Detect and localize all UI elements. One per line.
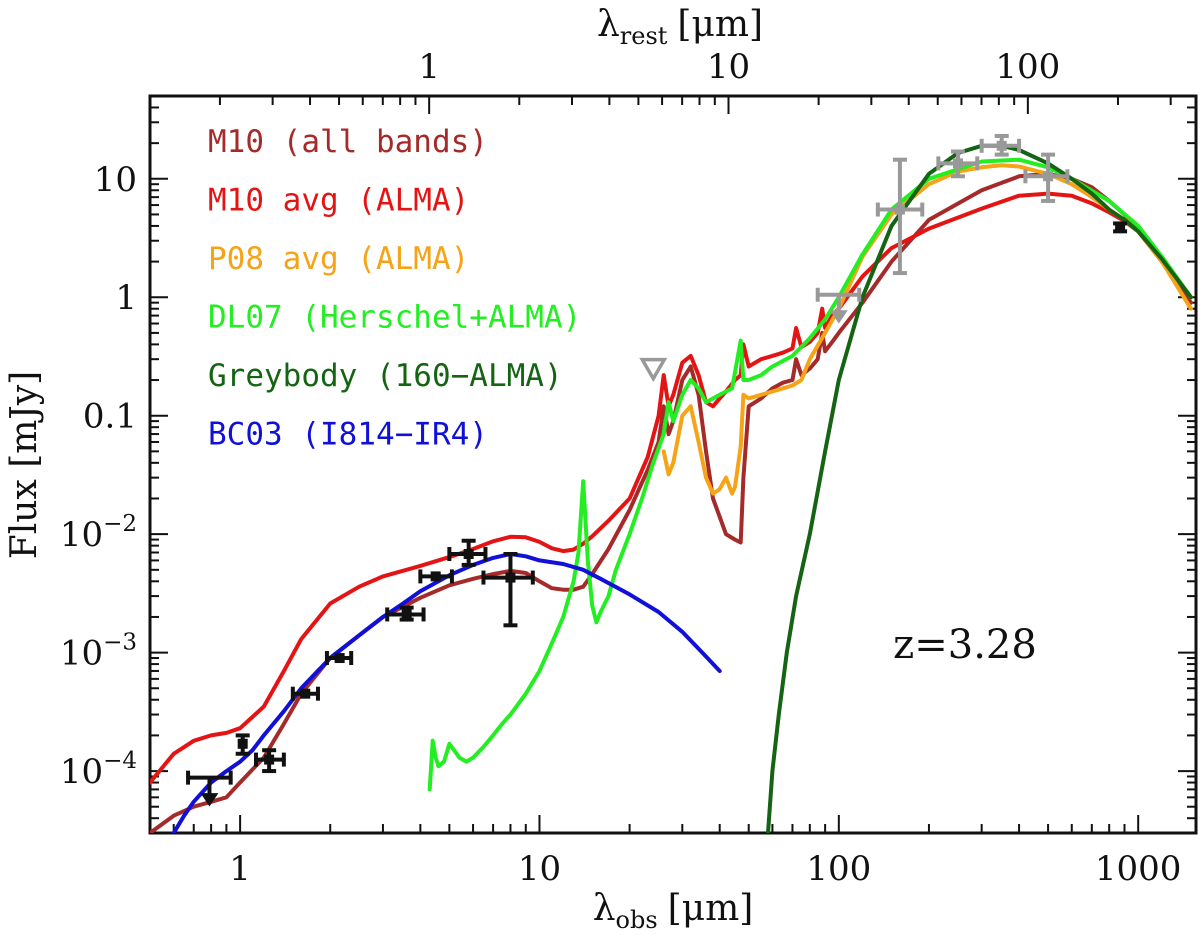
x-axis-title-unit: [μm]	[668, 888, 754, 929]
plot-frame	[148, 94, 1198, 835]
series-line	[766, 143, 1193, 833]
photometry-point	[1023, 152, 1070, 203]
y-tick-label: 10−4	[60, 748, 137, 792]
axis-ticks	[149, 95, 1196, 834]
y-tick-label: 1	[115, 278, 137, 318]
legend-label: DL07 (Herschel+ALMA)	[208, 300, 581, 336]
x2-axis-title: λrest [μm]	[597, 4, 763, 50]
series-line	[171, 552, 722, 833]
legend-label: M10 avg (ALMA)	[208, 183, 469, 219]
photometry-point	[324, 651, 354, 666]
photometry-point	[186, 770, 233, 807]
x-tick-label: 1	[229, 849, 251, 889]
x-tick-label: 100	[806, 849, 871, 889]
y-tick-label: 10	[94, 160, 137, 200]
series-line	[427, 157, 1193, 792]
x2-axis-title-sub: rest	[620, 22, 668, 50]
x-tick-label: 10	[518, 849, 561, 889]
photometry-point	[385, 605, 426, 622]
y-tick-label: 10−3	[60, 630, 137, 674]
legend-label: P08 avg (ALMA)	[208, 241, 469, 277]
photometry-point	[447, 538, 488, 567]
x2-tick-label: 100	[995, 47, 1060, 87]
photometry-point	[979, 133, 1022, 157]
redshift-annotation: z=3.28	[893, 622, 1037, 668]
photometry-point	[1113, 221, 1128, 234]
x-axis-title: λobs [μm]	[593, 888, 754, 934]
x2-axis-title-unit: [μm]	[677, 4, 763, 45]
photometry-point	[254, 748, 286, 774]
legend: M10 (all bands) M10 avg (ALMA) P08 avg (AL…	[208, 124, 581, 453]
series-line	[150, 191, 1193, 785]
photometry-points	[186, 133, 1128, 807]
photometry-point	[875, 157, 925, 276]
axis-tick-labels: 1 10 100 1000 1 10 100 10−4 10−3 10−2 0.1 1 10	[60, 47, 1182, 889]
photometry-point	[639, 357, 668, 383]
legend-label: M10 (all bands)	[208, 124, 488, 160]
legend-label: Greybody (160−ALMA)	[208, 358, 563, 394]
x2-tick-label: 10	[707, 47, 750, 87]
legend-label: BC03 (I814−IR4)	[208, 417, 488, 453]
photometry-point	[815, 287, 862, 324]
photometry-point	[290, 686, 320, 701]
y-tick-label: 10−2	[60, 511, 137, 555]
photometry-point	[235, 733, 250, 756]
x-axis-title-symbol: λ	[593, 888, 616, 929]
photometry-point	[481, 551, 535, 628]
x-axis-title-sub: obs	[616, 906, 658, 934]
x2-axis-title-symbol: λ	[597, 4, 620, 45]
photometry-point	[418, 569, 454, 584]
x2-tick-label: 1	[418, 47, 440, 87]
y-tick-label: 0.1	[83, 397, 137, 437]
x-tick-label: 1000	[1095, 849, 1182, 889]
y-axis-title: Flux [mJy]	[4, 371, 45, 559]
photometry-point	[936, 149, 980, 179]
